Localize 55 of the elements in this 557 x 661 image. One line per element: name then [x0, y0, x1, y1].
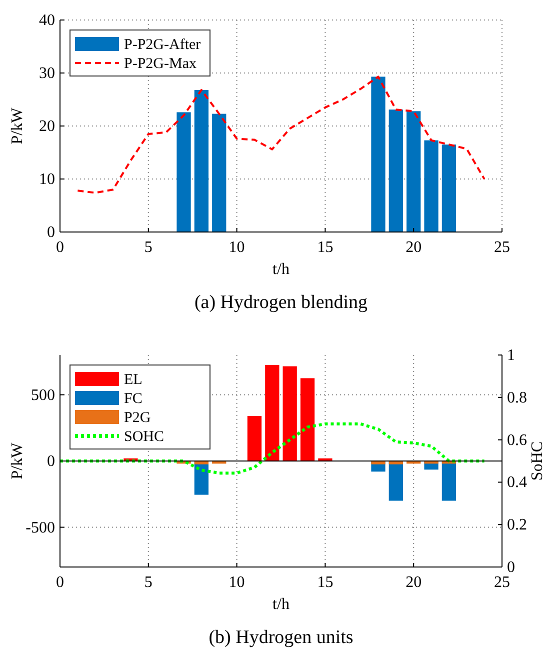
legend-label: P-P2G-After: [124, 37, 201, 53]
line-series: [76, 76, 486, 194]
y2-tick-label: 0.6: [507, 432, 527, 449]
legend-label: P2G: [124, 410, 151, 426]
x-axis-title: t/h: [272, 261, 290, 278]
bar: [247, 416, 262, 461]
line-series: [58, 422, 486, 475]
y2-axis-title: SoHC: [529, 441, 546, 481]
x-tick-label: 20: [406, 574, 422, 591]
y-tick-label: 10: [39, 171, 55, 188]
bar: [194, 461, 209, 464]
bar: [388, 461, 403, 464]
y-tick-label: 30: [39, 65, 55, 82]
bar: [212, 114, 226, 232]
bar: [388, 110, 403, 232]
bar: [371, 76, 386, 232]
bar: [194, 90, 209, 232]
bar: [265, 364, 280, 461]
legend-label: FC: [124, 391, 142, 407]
y-tick-label: 20: [39, 118, 55, 135]
y2-tick-label: 0.8: [507, 389, 527, 406]
x-tick-label: 10: [228, 239, 245, 256]
text: (a) Hydrogen blending: [194, 292, 368, 313]
bar: [176, 112, 191, 232]
y2-tick-label: 1: [507, 347, 515, 364]
x-tick-label: 20: [406, 239, 422, 256]
y-axis-title: P/kW: [9, 106, 26, 144]
bar: [442, 144, 456, 232]
legend-label: EL: [124, 372, 142, 388]
text: (b) Hydrogen units: [208, 627, 354, 648]
bar: [424, 140, 438, 232]
x-tick-label: 25: [494, 574, 510, 591]
y2-tick-label: 0: [507, 559, 515, 576]
y-tick-label: 0: [47, 453, 55, 470]
y-tick-label: 0: [47, 224, 55, 241]
bar: [282, 366, 297, 461]
y-tick-label: 40: [39, 12, 55, 29]
x-tick-label: 15: [317, 239, 334, 256]
y-tick-label: 500: [31, 386, 55, 404]
bar: [406, 111, 421, 232]
x-tick-label: 5: [144, 239, 152, 256]
x-axis-title: t/h: [272, 596, 290, 613]
x-tick-label: 5: [144, 574, 152, 591]
bar: [371, 461, 386, 464]
bar: [442, 461, 456, 501]
bar: [300, 378, 315, 461]
x-tick-label: 25: [494, 239, 510, 256]
x-tick-label: 15: [317, 574, 334, 591]
y2-tick-label: 0.4: [507, 474, 527, 492]
legend-label: SOHC: [124, 429, 164, 445]
y-axis-title: P/kW: [9, 442, 26, 480]
x-tick-label: 10: [228, 574, 245, 591]
legend-label: P-P2G-Max: [124, 56, 197, 72]
y2-tick-label: 0.2: [507, 516, 527, 534]
y-tick-label: -500: [26, 519, 55, 536]
